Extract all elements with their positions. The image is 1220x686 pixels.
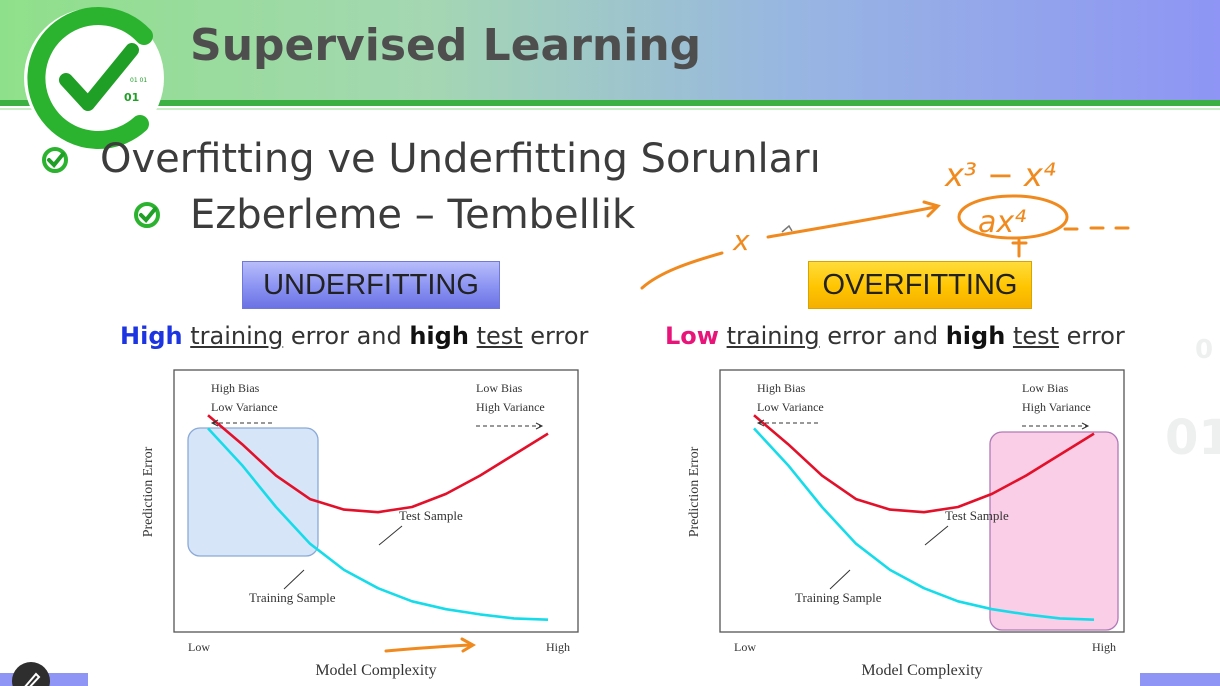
underfitting-label: UNDERFITTING [242, 261, 500, 309]
overfitting-label: OVERFITTING [808, 261, 1032, 309]
ink-arrowhead [460, 637, 477, 653]
subtitle-word: test [476, 322, 523, 350]
header-divider [0, 100, 1220, 106]
x-axis-label: Model Complexity [315, 662, 436, 679]
x-tick-high: High [1092, 640, 1116, 654]
annotation-x3-x4: x³ − x⁴ [944, 156, 1056, 194]
note-high-variance: High Variance [476, 400, 545, 414]
y-axis-label: Prediction Error [687, 446, 702, 537]
note-low-bias: Low Bias [1022, 381, 1069, 395]
subtitle-word: training [726, 322, 820, 350]
series-pointer [283, 569, 305, 590]
highlight-region [187, 427, 319, 557]
series-label-training: Training Sample [795, 590, 882, 605]
series-pointer [924, 525, 949, 546]
ink-dashes [1063, 226, 1130, 231]
subtitle-word: training [190, 322, 284, 350]
training-sample-line [753, 427, 1095, 621]
test-sample-line [207, 414, 549, 514]
overfitting-subtitle: Low training error and high test error [665, 322, 1125, 350]
header-band [0, 0, 1220, 100]
subtitle-word: test [1012, 322, 1060, 350]
note-low-bias: Low Bias [476, 381, 523, 395]
cursor-pointer-icon [781, 224, 793, 233]
note-high-bias: High Bias [757, 381, 806, 395]
logo-binary: 01 01 [130, 77, 147, 84]
subtitle-word: error [1059, 322, 1125, 350]
right-arrowhead [535, 422, 544, 430]
check-bullet-icon [42, 147, 68, 173]
underfitting-subtitle: High training error and high test error [120, 322, 588, 350]
bullet-ezberleme-tembellik: Ezberleme – Tembellik [190, 192, 636, 238]
ink-underline-arrow [384, 643, 474, 653]
watermark-digits: 0 [1195, 335, 1214, 365]
series-label-test: Test Sample [945, 508, 1009, 523]
left-arrowhead [756, 419, 765, 427]
left-arrowhead [210, 419, 219, 427]
subtitle-word: high [945, 322, 1006, 350]
note-low-variance: Low Variance [211, 400, 278, 414]
pen-icon [24, 672, 41, 686]
logo-digits: 01 [124, 91, 139, 104]
check-bullet-icon [134, 202, 160, 228]
watermark-digits: 01 [1165, 410, 1220, 466]
underfitting-chart: Test Sample Training Sample High Bias Low V… [141, 369, 579, 679]
annotation-x: x [732, 224, 750, 257]
subtitle-word: error and [283, 322, 410, 350]
checkmark-logo-icon: 01 01 01 [24, 7, 164, 150]
series-pointer [829, 569, 851, 590]
header-divider-light [0, 108, 1220, 110]
pen-tool-button[interactable] [12, 662, 50, 686]
right-arrowhead [1081, 422, 1090, 430]
subtitle-word: error and [819, 322, 946, 350]
x-tick-low: Low [188, 640, 210, 654]
note-high-variance: High Variance [1022, 400, 1091, 414]
y-axis-label: Prediction Error [141, 446, 156, 537]
series-pointer [378, 525, 403, 546]
bullet-overfitting-underfitting: Overfitting ve Underfitting Sorunları [100, 136, 821, 182]
x-tick-low: Low [734, 640, 756, 654]
footer-bar-right [1140, 673, 1220, 686]
ink-stroke [766, 205, 937, 239]
ink-circle [957, 194, 1069, 240]
subtitle-word: error [522, 322, 589, 350]
training-sample-line [207, 427, 549, 621]
overfitting-chart: Test Sample Training Sample High Bias Low V… [687, 369, 1125, 679]
subtitle-word: High [120, 322, 183, 350]
x-tick-high: High [546, 640, 570, 654]
subtitle-word: Low [665, 322, 719, 350]
ink-stroke [640, 251, 724, 290]
x-axis-label: Model Complexity [861, 662, 982, 679]
ink-stroke [1011, 238, 1028, 258]
slide-title: Supervised Learning [190, 20, 702, 71]
annotation-ax4: ax⁴ [978, 205, 1026, 240]
series-label-test: Test Sample [399, 508, 463, 523]
note-high-bias: High Bias [211, 381, 260, 395]
series-label-training: Training Sample [249, 590, 336, 605]
highlight-region [989, 431, 1119, 631]
subtitle-word: high [409, 322, 469, 350]
test-sample-line [753, 414, 1095, 514]
note-low-variance: Low Variance [757, 400, 824, 414]
ink-arrowhead [922, 200, 941, 218]
